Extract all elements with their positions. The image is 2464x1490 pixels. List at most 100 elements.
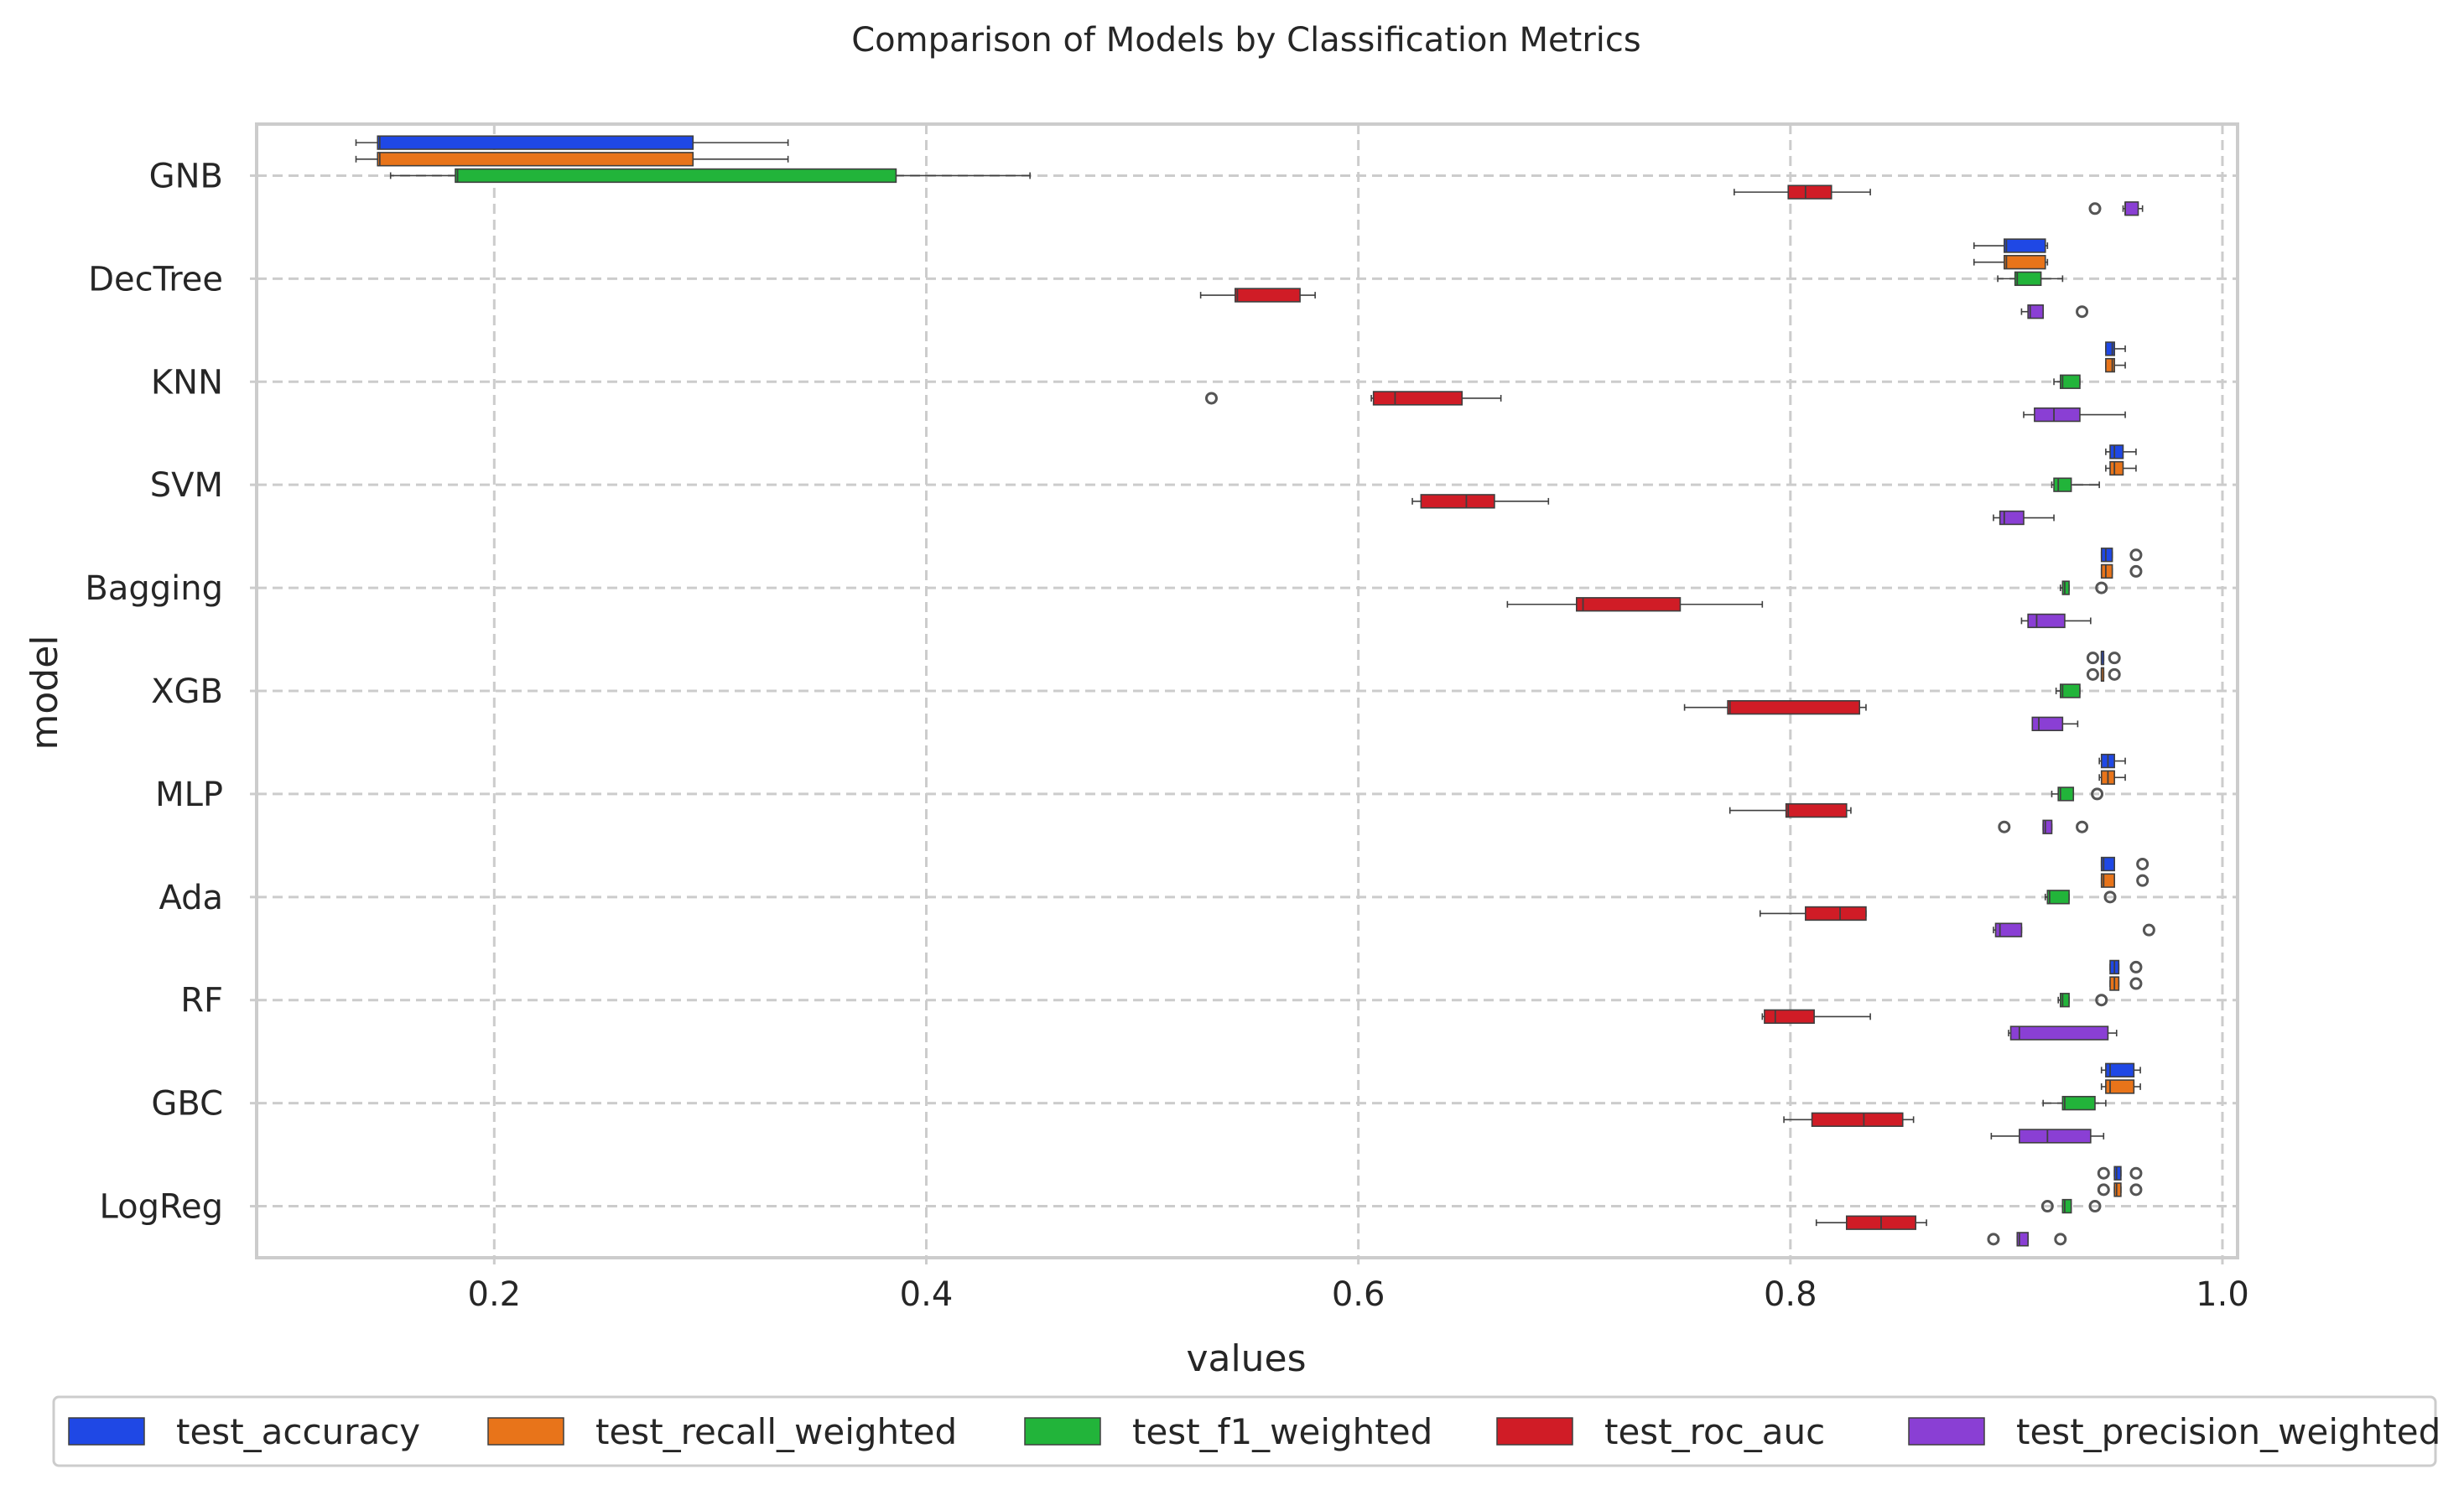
outlier-point (1987, 1233, 2000, 1246)
box-test_f1_weighted (455, 168, 897, 184)
box-test_recall_weighted (2100, 873, 2115, 888)
y-tick-label: KNN (151, 363, 223, 402)
box-test_f1_weighted (2061, 580, 2070, 595)
legend-label: test_f1_weighted (1132, 1411, 1432, 1452)
box-test_accuracy (2109, 444, 2124, 459)
box-test_roc_auc (1372, 391, 1463, 406)
legend-label: test_recall_weighted (595, 1411, 957, 1452)
legend-item-test_f1_weighted: test_f1_weighted (1024, 1411, 1432, 1452)
chart-title: Comparison of Models by Classification M… (851, 21, 1640, 60)
box-test_precision_weighted (2031, 716, 2064, 731)
box-test_accuracy (2113, 1166, 2122, 1181)
outlier-point (2129, 548, 2143, 562)
outlier-point (2076, 820, 2089, 833)
legend-swatch (68, 1417, 145, 1446)
plot-area-frame (255, 122, 2239, 1259)
box-test_roc_auc (1576, 597, 1682, 612)
box-test_recall_weighted (2105, 357, 2115, 373)
legend: test_accuracy test_recall_weighted test_f1… (52, 1395, 2441, 1467)
outlier-point (1204, 392, 1218, 405)
x-tick-label: 0.8 (1764, 1275, 1817, 1314)
y-tick-label: Bagging (85, 569, 223, 608)
box-test_recall_weighted (2004, 255, 2046, 270)
box-test_precision_weighted (2009, 1025, 2109, 1041)
box-test_accuracy (2004, 238, 2046, 253)
box-test_roc_auc (1727, 699, 1861, 715)
box-test_roc_auc (1764, 1009, 1815, 1025)
box-test_precision_weighted (2027, 613, 2066, 629)
x-tick-label: 0.6 (1332, 1275, 1385, 1314)
x-tick-label: 1.0 (2196, 1275, 2249, 1314)
y-tick-label: LogReg (100, 1188, 223, 1227)
legend-swatch (487, 1417, 564, 1446)
y-tick-labels: GNB DecTree KNN SVM Bagging XGB MLP Ada RF GBC Log… (85, 157, 223, 1226)
outlier-point (1998, 820, 2011, 833)
outlier-point (2136, 874, 2150, 887)
box-test_recall_weighted (2105, 1079, 2135, 1094)
outlier-point (2103, 890, 2117, 904)
legend-item-test_precision_weighted: test_precision_weighted (1908, 1411, 2441, 1452)
outlier-point (2040, 1200, 2054, 1213)
outlier-point (2142, 923, 2155, 937)
x-tick-label: 0.4 (900, 1275, 954, 1314)
legend-entries: test_accuracy test_recall_weighted test_f1… (68, 1411, 2441, 1452)
box-test_accuracy (2105, 341, 2115, 356)
legend-frame (52, 1395, 2437, 1467)
outlier-point (2095, 994, 2108, 1007)
grid-lines (250, 124, 2238, 1264)
box-test_precision_weighted (2027, 304, 2044, 319)
box-test_accuracy (2100, 548, 2113, 563)
x-tick-labels: 0.2 0.4 0.6 0.8 1.0 (468, 1275, 2249, 1314)
y-tick-label: RF (180, 982, 223, 1020)
y-tick-label: GBC (151, 1085, 223, 1124)
y-tick-label: DecTree (88, 260, 223, 299)
y-tick-label: SVM (150, 466, 223, 505)
box-test_f1_weighted (2046, 890, 2070, 905)
outlier-point (2129, 977, 2143, 990)
box-test_roc_auc (1787, 184, 1832, 200)
legend-label: test_precision_weighted (2016, 1411, 2441, 1452)
box-test_roc_auc (1785, 802, 1848, 818)
legend-swatch (1908, 1417, 1985, 1446)
outlier-point (2088, 202, 2102, 215)
y-tick-label: XGB (151, 672, 223, 711)
box-test_recall_weighted (2109, 460, 2124, 476)
box-test_recall_weighted (2113, 1182, 2122, 1197)
legend-swatch (1496, 1417, 1573, 1446)
box-test_precision_weighted (2019, 1129, 2092, 1144)
legend-item-test_accuracy: test_accuracy (68, 1411, 420, 1452)
outlier-point (2136, 857, 2150, 870)
y-tick-label: Ada (159, 879, 223, 917)
outlier-point (2129, 1166, 2143, 1180)
box-test_accuracy (2105, 1062, 2135, 1077)
outlier-point (2129, 564, 2143, 578)
outlier-point (2129, 960, 2143, 973)
outlier-point (2108, 667, 2121, 681)
box-test_f1_weighted (2014, 271, 2042, 287)
outlier-point (2129, 1183, 2143, 1197)
box-test_accuracy (377, 135, 694, 150)
outlier-point (2076, 305, 2089, 319)
outlier-point (2091, 787, 2104, 801)
box-test_precision_weighted (2124, 201, 2139, 216)
box-test_recall_weighted (2100, 563, 2113, 579)
box-test_precision_weighted (1999, 510, 2025, 526)
box-test_roc_auc (1235, 288, 1301, 303)
x-axis-label: values (1186, 1337, 1306, 1380)
outlier-point (2108, 652, 2121, 665)
box-test_f1_weighted (2053, 477, 2072, 492)
outlier-point (2095, 581, 2108, 594)
box-test_recall_weighted (377, 152, 694, 167)
outlier-point (2097, 1166, 2110, 1180)
box-test_f1_weighted (2057, 787, 2075, 802)
box-test_roc_auc (1805, 906, 1867, 922)
y-tick-label: GNB (149, 157, 223, 195)
box-test_f1_weighted (2059, 993, 2070, 1008)
outlier-point (2088, 1200, 2102, 1213)
x-tick-label: 0.2 (468, 1275, 522, 1314)
box-layer (355, 135, 2155, 1247)
box-test_f1_weighted (2059, 683, 2081, 698)
box-test_roc_auc (1420, 494, 1495, 509)
legend-item-test_roc_auc: test_roc_auc (1496, 1411, 1825, 1452)
